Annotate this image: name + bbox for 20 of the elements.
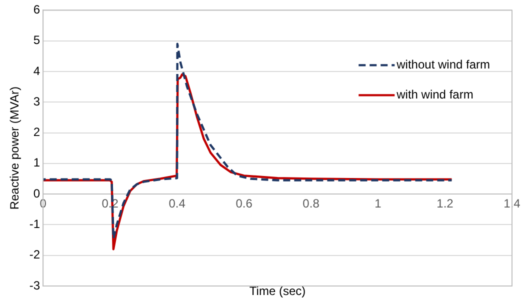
y-tick-label: 2 xyxy=(33,125,40,140)
y-tick-label: 5 xyxy=(33,33,40,48)
y-tick-label: 1 xyxy=(33,156,40,170)
x-tick-label: 0.4 xyxy=(168,196,186,211)
x-axis-title: Time (sec) xyxy=(249,284,306,298)
legend-label: with wind farm xyxy=(396,88,474,102)
y-tick-label: -3 xyxy=(29,278,40,292)
x-tick-label: 0.6 xyxy=(236,196,253,211)
x-tick-label: 1.2 xyxy=(436,196,454,211)
legend-label: without wind farm xyxy=(396,58,490,72)
y-tick-label: 0 xyxy=(33,186,40,200)
x-tick-label: 1.4 xyxy=(504,196,521,211)
y-tick-label: -1 xyxy=(29,217,40,232)
x-tick-label: 1 xyxy=(374,196,382,211)
y-tick-label: 4 xyxy=(33,64,40,78)
x-tick-label: 0.8 xyxy=(302,196,320,211)
y-tick-label: 6 xyxy=(33,2,40,17)
y-tick-label: 3 xyxy=(33,94,40,108)
y-tick-label: -2 xyxy=(29,248,40,262)
y-axis-title: Reactive power (MVAr) xyxy=(8,86,22,210)
